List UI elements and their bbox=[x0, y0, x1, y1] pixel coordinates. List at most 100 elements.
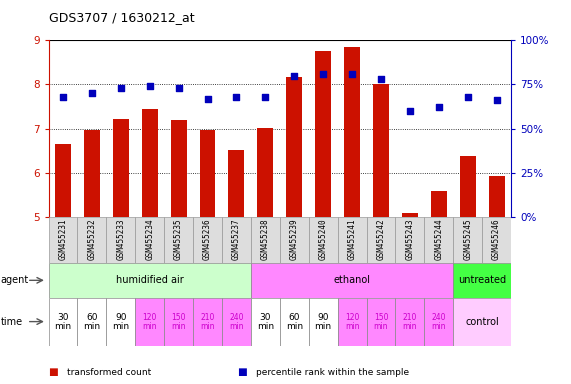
Bar bbox=[453, 217, 482, 263]
Point bbox=[203, 96, 212, 102]
Bar bbox=[251, 263, 453, 298]
Text: 210
min: 210 min bbox=[403, 313, 417, 331]
Text: 60
min: 60 min bbox=[83, 313, 100, 331]
Bar bbox=[460, 156, 476, 217]
Bar bbox=[78, 298, 106, 346]
Text: GSM455237: GSM455237 bbox=[232, 218, 241, 260]
Text: 150
min: 150 min bbox=[373, 313, 388, 331]
Bar bbox=[258, 128, 274, 217]
Text: ■: ■ bbox=[49, 367, 58, 377]
Bar bbox=[193, 298, 222, 346]
Point bbox=[405, 108, 415, 114]
Bar bbox=[164, 298, 193, 346]
Text: 90
min: 90 min bbox=[112, 313, 130, 331]
Bar bbox=[135, 217, 164, 263]
Text: GSM455233: GSM455233 bbox=[116, 218, 125, 260]
Text: GSM455245: GSM455245 bbox=[463, 218, 472, 260]
Text: 210
min: 210 min bbox=[200, 313, 215, 331]
Text: GSM455243: GSM455243 bbox=[405, 218, 415, 260]
Bar bbox=[164, 217, 193, 263]
Bar bbox=[171, 120, 187, 217]
Text: ethanol: ethanol bbox=[333, 275, 371, 285]
Bar bbox=[431, 191, 447, 217]
Point bbox=[116, 85, 126, 91]
Text: GDS3707 / 1630212_at: GDS3707 / 1630212_at bbox=[49, 11, 194, 24]
Point bbox=[145, 83, 154, 89]
Bar bbox=[280, 298, 309, 346]
Text: 60
min: 60 min bbox=[286, 313, 303, 331]
Bar bbox=[113, 119, 128, 217]
Point bbox=[261, 94, 270, 100]
Bar bbox=[373, 84, 389, 217]
Text: transformed count: transformed count bbox=[67, 368, 152, 377]
Text: 30
min: 30 min bbox=[54, 313, 71, 331]
Bar bbox=[78, 217, 106, 263]
Bar bbox=[280, 217, 309, 263]
Bar bbox=[286, 77, 302, 217]
Text: GSM455242: GSM455242 bbox=[376, 218, 385, 260]
Bar bbox=[49, 217, 78, 263]
Bar bbox=[453, 298, 511, 346]
Text: GSM455240: GSM455240 bbox=[319, 218, 328, 260]
Bar bbox=[367, 217, 395, 263]
Text: GSM455239: GSM455239 bbox=[289, 218, 299, 260]
Point bbox=[434, 104, 443, 111]
Point bbox=[232, 94, 241, 100]
Bar bbox=[395, 217, 424, 263]
Bar bbox=[367, 298, 395, 346]
Point bbox=[319, 71, 328, 77]
Text: time: time bbox=[1, 316, 23, 327]
Bar bbox=[135, 298, 164, 346]
Bar bbox=[337, 298, 367, 346]
Bar bbox=[482, 217, 511, 263]
Bar bbox=[142, 109, 158, 217]
Text: control: control bbox=[465, 316, 499, 327]
Bar bbox=[200, 130, 215, 217]
Text: GSM455246: GSM455246 bbox=[492, 218, 501, 260]
Point bbox=[376, 76, 385, 82]
Text: GSM455238: GSM455238 bbox=[261, 218, 270, 260]
Bar bbox=[344, 47, 360, 217]
Bar bbox=[55, 144, 71, 217]
Bar bbox=[251, 298, 280, 346]
Bar bbox=[222, 298, 251, 346]
Text: humidified air: humidified air bbox=[116, 275, 184, 285]
Bar bbox=[193, 217, 222, 263]
Bar bbox=[337, 217, 367, 263]
Text: 240
min: 240 min bbox=[229, 313, 244, 331]
Point bbox=[174, 85, 183, 91]
Text: 120
min: 120 min bbox=[345, 313, 359, 331]
Bar bbox=[309, 298, 337, 346]
Text: GSM455244: GSM455244 bbox=[435, 218, 443, 260]
Text: 120
min: 120 min bbox=[142, 313, 157, 331]
Point bbox=[289, 73, 299, 79]
Bar bbox=[315, 51, 331, 217]
Text: GSM455241: GSM455241 bbox=[348, 218, 356, 260]
Bar bbox=[228, 150, 244, 217]
Text: ■: ■ bbox=[237, 367, 247, 377]
Text: GSM455236: GSM455236 bbox=[203, 218, 212, 260]
Text: agent: agent bbox=[1, 275, 29, 285]
Bar bbox=[453, 263, 511, 298]
Text: GSM455235: GSM455235 bbox=[174, 218, 183, 260]
Bar bbox=[49, 298, 78, 346]
Point bbox=[348, 71, 357, 77]
Text: 30
min: 30 min bbox=[257, 313, 274, 331]
Text: GSM455231: GSM455231 bbox=[58, 218, 67, 260]
Bar bbox=[424, 298, 453, 346]
Point bbox=[492, 97, 501, 103]
Point bbox=[87, 90, 96, 96]
Point bbox=[463, 94, 472, 100]
Bar bbox=[222, 217, 251, 263]
Text: 150
min: 150 min bbox=[171, 313, 186, 331]
Text: untreated: untreated bbox=[458, 275, 506, 285]
Bar bbox=[251, 217, 280, 263]
Text: percentile rank within the sample: percentile rank within the sample bbox=[256, 368, 409, 377]
Bar bbox=[84, 129, 100, 217]
Bar bbox=[49, 263, 251, 298]
Text: GSM455234: GSM455234 bbox=[145, 218, 154, 260]
Text: GSM455232: GSM455232 bbox=[87, 218, 96, 260]
Bar bbox=[424, 217, 453, 263]
Point bbox=[58, 94, 67, 100]
Bar bbox=[106, 217, 135, 263]
